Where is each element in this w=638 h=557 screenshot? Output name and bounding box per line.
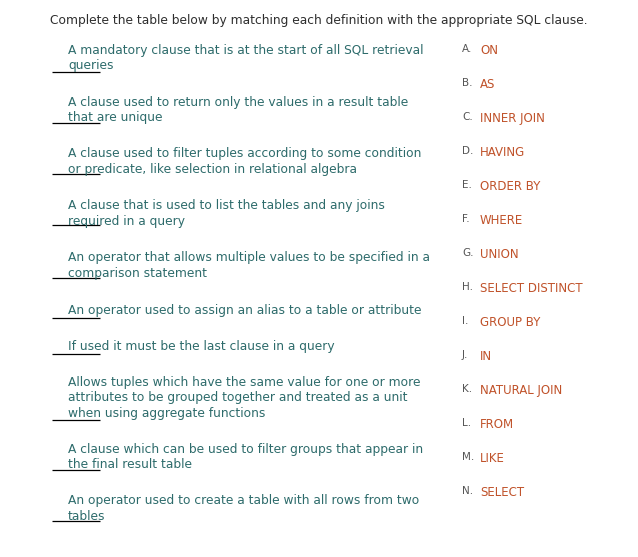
Text: comparison statement: comparison statement (68, 266, 207, 280)
Text: queries: queries (68, 60, 114, 72)
Text: K.: K. (462, 384, 472, 394)
Text: An operator that allows multiple values to be specified in a: An operator that allows multiple values … (68, 251, 430, 264)
Text: Complete the table below by matching each definition with the appropriate SQL cl: Complete the table below by matching eac… (50, 14, 588, 27)
Text: NATURAL JOIN: NATURAL JOIN (480, 384, 562, 397)
Text: H.: H. (462, 282, 473, 292)
Text: An operator used to create a table with all rows from two: An operator used to create a table with … (68, 494, 419, 507)
Text: tables: tables (68, 510, 105, 522)
Text: ON: ON (480, 44, 498, 57)
Text: that are unique: that are unique (68, 111, 163, 125)
Text: the final result table: the final result table (68, 458, 192, 471)
Text: D.: D. (462, 146, 473, 156)
Text: INNER JOIN: INNER JOIN (480, 112, 545, 125)
Text: AS: AS (480, 78, 495, 91)
Text: SELECT DISTINCT: SELECT DISTINCT (480, 282, 582, 295)
Text: Allows tuples which have the same value for one or more: Allows tuples which have the same value … (68, 376, 420, 389)
Text: J.: J. (462, 350, 468, 360)
Text: L.: L. (462, 418, 471, 428)
Text: attributes to be grouped together and treated as a unit: attributes to be grouped together and tr… (68, 392, 408, 404)
Text: IN: IN (480, 350, 492, 363)
Text: E.: E. (462, 180, 472, 190)
Text: I.: I. (462, 316, 468, 326)
Text: A clause which can be used to filter groups that appear in: A clause which can be used to filter gro… (68, 443, 423, 456)
Text: If used it must be the last clause in a query: If used it must be the last clause in a … (68, 340, 334, 353)
Text: GROUP BY: GROUP BY (480, 316, 540, 329)
Text: or predicate, like selection in relational algebra: or predicate, like selection in relation… (68, 163, 357, 175)
Text: A clause that is used to list the tables and any joins: A clause that is used to list the tables… (68, 199, 385, 212)
Text: A clause used to filter tuples according to some condition: A clause used to filter tuples according… (68, 147, 421, 160)
Text: A mandatory clause that is at the start of all SQL retrieval: A mandatory clause that is at the start … (68, 44, 424, 57)
Text: required in a query: required in a query (68, 214, 185, 227)
Text: M.: M. (462, 452, 474, 462)
Text: G.: G. (462, 248, 473, 258)
Text: A.: A. (462, 44, 472, 54)
Text: C.: C. (462, 112, 473, 122)
Text: SELECT: SELECT (480, 486, 524, 499)
Text: An operator used to assign an alias to a table or attribute: An operator used to assign an alias to a… (68, 304, 422, 317)
Text: ORDER BY: ORDER BY (480, 180, 540, 193)
Text: N.: N. (462, 486, 473, 496)
Text: LIKE: LIKE (480, 452, 505, 465)
Text: WHERE: WHERE (480, 214, 523, 227)
Text: HAVING: HAVING (480, 146, 525, 159)
Text: FROM: FROM (480, 418, 514, 431)
Text: when using aggregate functions: when using aggregate functions (68, 407, 265, 420)
Text: B.: B. (462, 78, 473, 88)
Text: A clause used to return only the values in a result table: A clause used to return only the values … (68, 96, 408, 109)
Text: UNION: UNION (480, 248, 519, 261)
Text: F.: F. (462, 214, 470, 224)
